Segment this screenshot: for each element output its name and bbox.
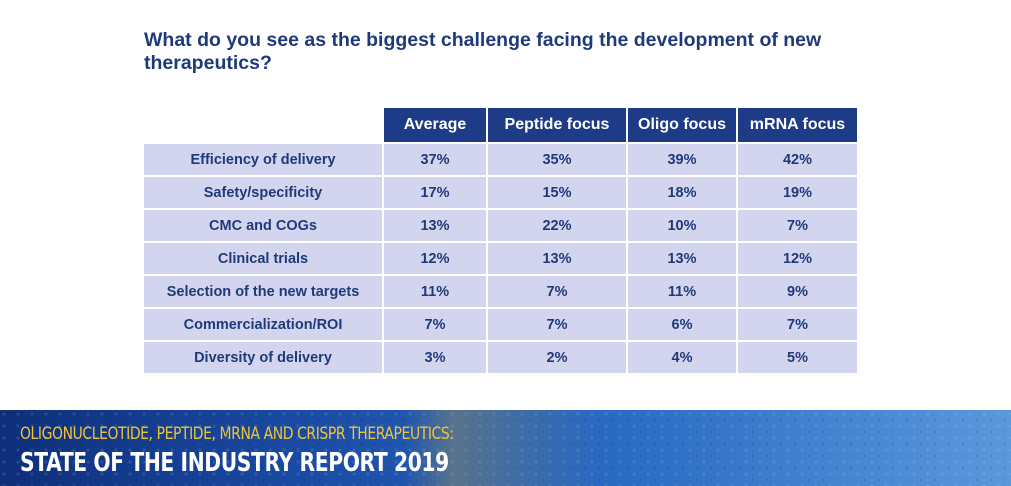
cell-mrna: 9% bbox=[736, 274, 857, 308]
row-label: Clinical trials bbox=[144, 241, 383, 275]
row-label: Diversity of delivery bbox=[144, 340, 383, 373]
table-row: Selection of the new targets 11% 7% 11% … bbox=[144, 274, 857, 308]
row-label: Efficiency of delivery bbox=[144, 142, 383, 176]
cell-peptide: 7% bbox=[486, 274, 627, 308]
row-label: Safety/specificity bbox=[144, 175, 383, 209]
report-banner: OLIGONUCLEOTIDE, PEPTIDE, MRNA AND CRISP… bbox=[0, 410, 1011, 486]
cell-oligo: 4% bbox=[626, 340, 737, 373]
cell-mrna: 5% bbox=[736, 340, 857, 373]
report-subtitle: OLIGONUCLEOTIDE, PEPTIDE, MRNA AND CRISP… bbox=[20, 424, 454, 444]
table-row: Efficiency of delivery 37% 35% 39% 42% bbox=[144, 142, 857, 176]
cell-oligo: 10% bbox=[626, 208, 737, 242]
table-row: Clinical trials 12% 13% 13% 12% bbox=[144, 241, 857, 275]
header-average: Average bbox=[382, 108, 487, 143]
table-row: Safety/specificity 17% 15% 18% 19% bbox=[144, 175, 857, 209]
cell-peptide: 13% bbox=[486, 241, 627, 275]
cell-mrna: 42% bbox=[736, 142, 857, 176]
row-label: Selection of the new targets bbox=[144, 274, 383, 308]
question-title: What do you see as the biggest challenge… bbox=[144, 29, 822, 74]
cell-average: 7% bbox=[382, 307, 487, 341]
cell-peptide: 15% bbox=[486, 175, 627, 209]
cell-oligo: 13% bbox=[626, 241, 737, 275]
cell-average: 17% bbox=[382, 175, 487, 209]
table-row: Diversity of delivery 3% 2% 4% 5% bbox=[144, 340, 857, 373]
cell-oligo: 11% bbox=[626, 274, 737, 308]
cell-average: 11% bbox=[382, 274, 487, 308]
cell-oligo: 6% bbox=[626, 307, 737, 341]
header-peptide-focus: Peptide focus bbox=[486, 108, 627, 143]
cell-mrna: 12% bbox=[736, 241, 857, 275]
cell-peptide: 35% bbox=[486, 142, 627, 176]
header-row: Average Peptide focus Oligo focus mRNA f… bbox=[144, 108, 857, 143]
report-title: STATE OF THE INDUSTRY REPORT 2019 bbox=[20, 448, 449, 478]
cell-average: 3% bbox=[382, 340, 487, 373]
banner-accent bbox=[405, 410, 1011, 486]
banner-pattern bbox=[0, 410, 1011, 486]
cell-peptide: 7% bbox=[486, 307, 627, 341]
cell-peptide: 2% bbox=[486, 340, 627, 373]
cell-mrna: 7% bbox=[736, 307, 857, 341]
header-oligo-focus: Oligo focus bbox=[626, 108, 737, 143]
row-label: Commercialization/ROI bbox=[144, 307, 383, 341]
table-row: Commercialization/ROI 7% 7% 6% 7% bbox=[144, 307, 857, 341]
table-row: CMC and COGs 13% 22% 10% 7% bbox=[144, 208, 857, 242]
cell-oligo: 39% bbox=[626, 142, 737, 176]
row-label: CMC and COGs bbox=[144, 208, 383, 242]
header-corner bbox=[144, 108, 383, 143]
cell-average: 12% bbox=[382, 241, 487, 275]
cell-average: 13% bbox=[382, 208, 487, 242]
cell-mrna: 7% bbox=[736, 208, 857, 242]
header-mrna-focus: mRNA focus bbox=[736, 108, 857, 143]
cell-peptide: 22% bbox=[486, 208, 627, 242]
cell-oligo: 18% bbox=[626, 175, 737, 209]
results-table: Average Peptide focus Oligo focus mRNA f… bbox=[144, 108, 857, 373]
cell-mrna: 19% bbox=[736, 175, 857, 209]
cell-average: 37% bbox=[382, 142, 487, 176]
